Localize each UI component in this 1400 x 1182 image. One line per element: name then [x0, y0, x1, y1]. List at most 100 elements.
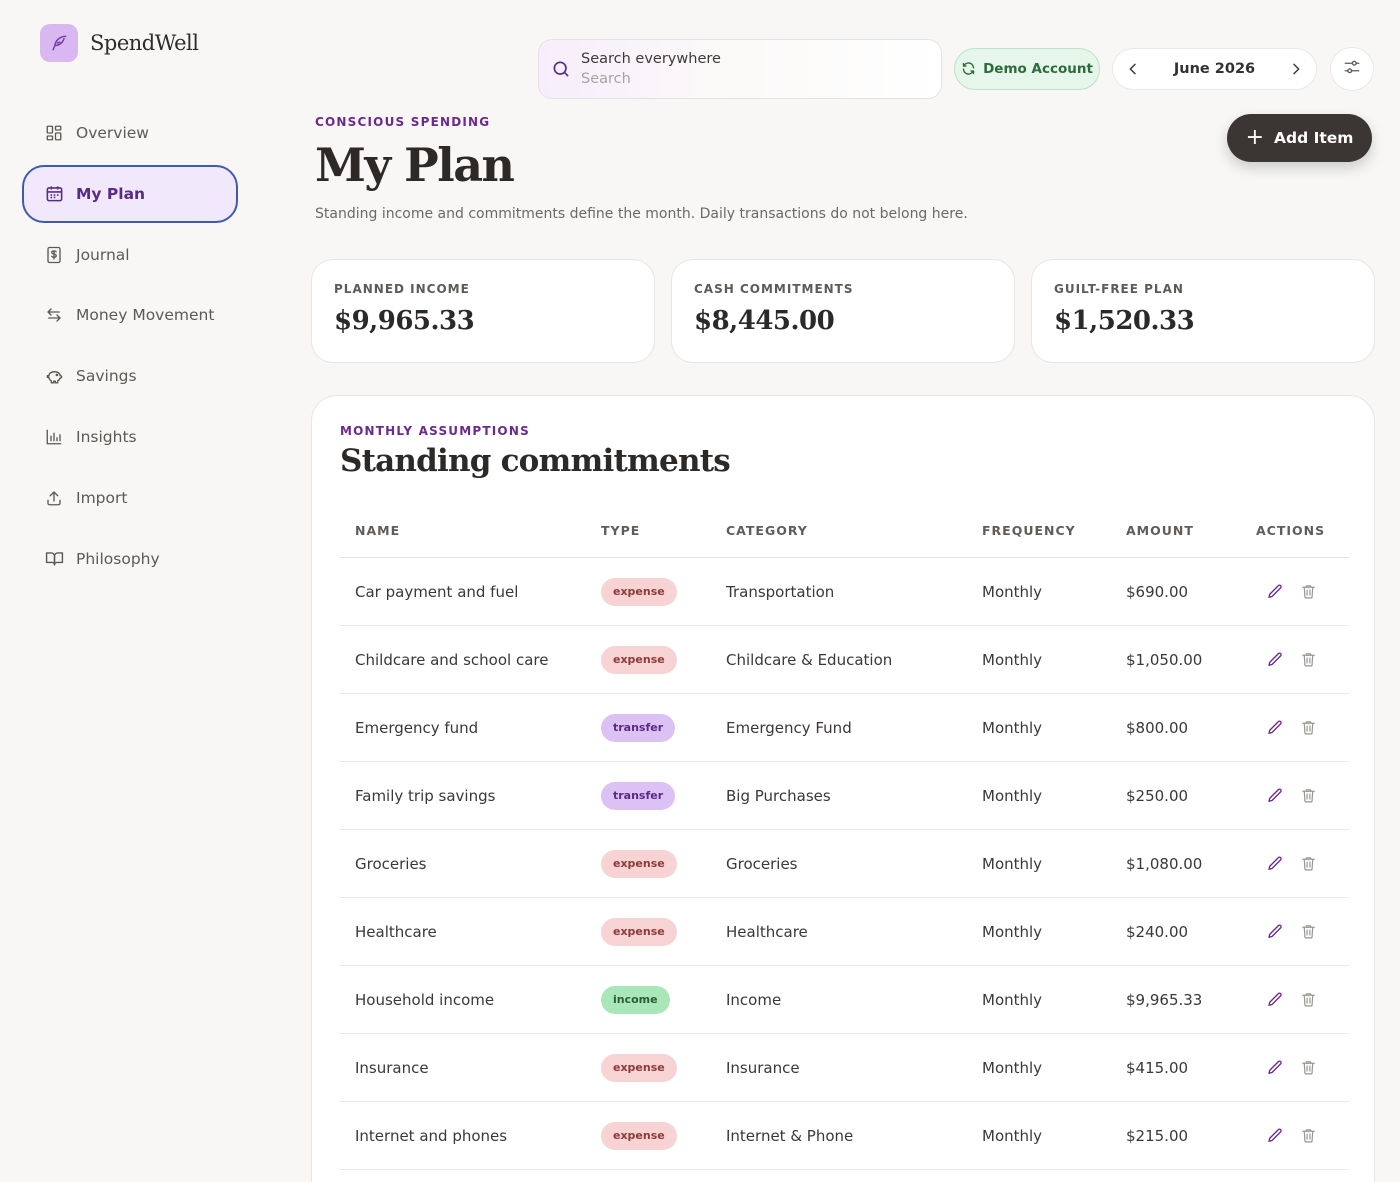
search-input[interactable] [581, 68, 881, 89]
edit-pencil-icon[interactable] [1264, 921, 1286, 943]
row-type-cell: transfer [601, 713, 726, 742]
row-frequency: Monthly [982, 786, 1043, 805]
brand[interactable]: SpendWell [40, 24, 199, 62]
sidebar-item-savings[interactable]: Savings [22, 347, 238, 405]
card-value: $1,520.33 [1054, 306, 1195, 336]
row-frequency: Monthly [982, 650, 1043, 669]
row-actions [1254, 853, 1349, 875]
row-name: Groceries [355, 854, 427, 873]
delete-trash-icon[interactable] [1297, 989, 1319, 1011]
sidebar-item-my-plan[interactable]: My Plan [22, 164, 238, 223]
card-value: $9,965.33 [334, 306, 475, 336]
row-name: Childcare and school care [355, 650, 549, 669]
delete-trash-icon[interactable] [1297, 717, 1319, 739]
delete-trash-icon[interactable] [1297, 581, 1319, 603]
row-actions [1254, 1125, 1349, 1147]
table-row: Childcare and school care expense Childcar… [340, 626, 1349, 694]
column-header-frequency[interactable]: FREQUENCY [982, 523, 1076, 538]
row-name: Household income [355, 990, 495, 1009]
row-amount: $800.00 [1126, 718, 1189, 737]
edit-pencil-icon[interactable] [1264, 1125, 1286, 1147]
search-label: Search everywhere [581, 50, 721, 67]
sidebar-item-label: Overview [76, 124, 149, 142]
row-category: Emergency Fund [726, 718, 852, 737]
column-header-category[interactable]: CATEGORY [726, 523, 808, 538]
demo-account-button[interactable]: Demo Account [954, 48, 1100, 90]
row-amount: $9,965.33 [1126, 990, 1203, 1009]
row-frequency: Monthly [982, 718, 1043, 737]
demo-account-label: Demo Account [983, 61, 1093, 77]
table-header: NAME TYPE CATEGORY FREQUENCY AMOUNT ACTI… [340, 504, 1349, 558]
table-row: Internet and phones expense Internet & Pho… [340, 1102, 1349, 1170]
row-type-cell: expense [601, 917, 726, 946]
delete-trash-icon[interactable] [1297, 785, 1319, 807]
column-header-amount[interactable]: AMOUNT [1126, 523, 1194, 538]
row-actions [1254, 921, 1349, 943]
edit-pencil-icon[interactable] [1264, 785, 1286, 807]
row-name: Car payment and fuel [355, 582, 519, 601]
sidebar-item-label: My Plan [76, 184, 146, 203]
type-badge: income [601, 985, 670, 1014]
upload-icon [44, 488, 64, 508]
sidebar-item-overview[interactable]: Overview [22, 104, 238, 162]
type-badge: expense [601, 1053, 677, 1082]
bar-chart-icon [44, 427, 64, 447]
row-frequency: Monthly [982, 922, 1043, 941]
table-row: Healthcare expense Healthcare Monthly $240.0… [340, 898, 1349, 966]
edit-pencil-icon[interactable] [1264, 581, 1286, 603]
table-row: Household income income Income Monthly $9,96… [340, 966, 1349, 1034]
table-row: Family trip savings transfer Big Purchases… [340, 762, 1349, 830]
month-switcher: June 2026 [1112, 48, 1317, 90]
type-badge: expense [601, 917, 677, 946]
row-category: Childcare & Education [726, 650, 893, 669]
month-label: June 2026 [1173, 61, 1256, 77]
sidebar-item-import[interactable]: Import [22, 469, 238, 527]
add-item-button[interactable]: + Add Item [1227, 114, 1372, 162]
delete-trash-icon[interactable] [1297, 649, 1319, 671]
row-type-cell: expense [601, 577, 726, 606]
type-badge: transfer [601, 713, 676, 742]
sidebar-item-label: Philosophy [76, 549, 160, 568]
delete-trash-icon[interactable] [1297, 853, 1319, 875]
row-category: Groceries [726, 854, 798, 873]
row-amount: $1,080.00 [1126, 854, 1203, 873]
summary-card-planned-income: PLANNED INCOME $9,965.33 [311, 259, 655, 363]
sidebar-item-label: Savings [76, 367, 137, 386]
row-type-cell: expense [601, 1053, 726, 1082]
edit-pencil-icon[interactable] [1264, 853, 1286, 875]
edit-pencil-icon[interactable] [1264, 989, 1286, 1011]
column-header-type[interactable]: TYPE [601, 523, 641, 538]
type-badge: transfer [601, 781, 676, 810]
chevron-left-icon[interactable] [1123, 59, 1143, 79]
sidebar-item-journal[interactable]: Journal [22, 226, 238, 284]
type-badge: expense [601, 1121, 677, 1150]
delete-trash-icon[interactable] [1297, 921, 1319, 943]
row-actions [1254, 717, 1349, 739]
sidebar-item-label: Money Movement [76, 306, 215, 325]
chevron-right-icon[interactable] [1286, 59, 1306, 79]
type-badge: expense [601, 849, 677, 878]
filter-settings-button[interactable] [1330, 47, 1374, 91]
arrows-swap-icon [44, 305, 64, 325]
delete-trash-icon[interactable] [1297, 1057, 1319, 1079]
table-row: Groceries expense Groceries Monthly $1,080.0… [340, 830, 1349, 898]
column-header-name[interactable]: NAME [355, 523, 401, 538]
page-title: My Plan [315, 138, 515, 192]
sidebar-item-philosophy[interactable]: Philosophy [22, 530, 238, 588]
sidebar-item-label: Import [76, 488, 128, 507]
page-subtitle: Standing income and commitments define t… [315, 206, 968, 222]
row-name: Emergency fund [355, 718, 479, 737]
sidebar-item-money-movement[interactable]: Money Movement [22, 286, 238, 344]
row-type-cell: transfer [601, 781, 726, 810]
edit-pencil-icon[interactable] [1264, 717, 1286, 739]
card-label: GUILT-FREE PLAN [1054, 282, 1184, 296]
row-name: Insurance [355, 1058, 429, 1077]
search-icon [551, 59, 571, 79]
refresh-icon [961, 61, 977, 77]
edit-pencil-icon[interactable] [1264, 649, 1286, 671]
edit-pencil-icon[interactable] [1264, 1057, 1286, 1079]
piggy-bank-icon [44, 366, 64, 386]
delete-trash-icon[interactable] [1297, 1125, 1319, 1147]
sidebar-item-insights[interactable]: Insights [22, 408, 238, 466]
search-box[interactable]: Search everywhere [538, 39, 942, 99]
